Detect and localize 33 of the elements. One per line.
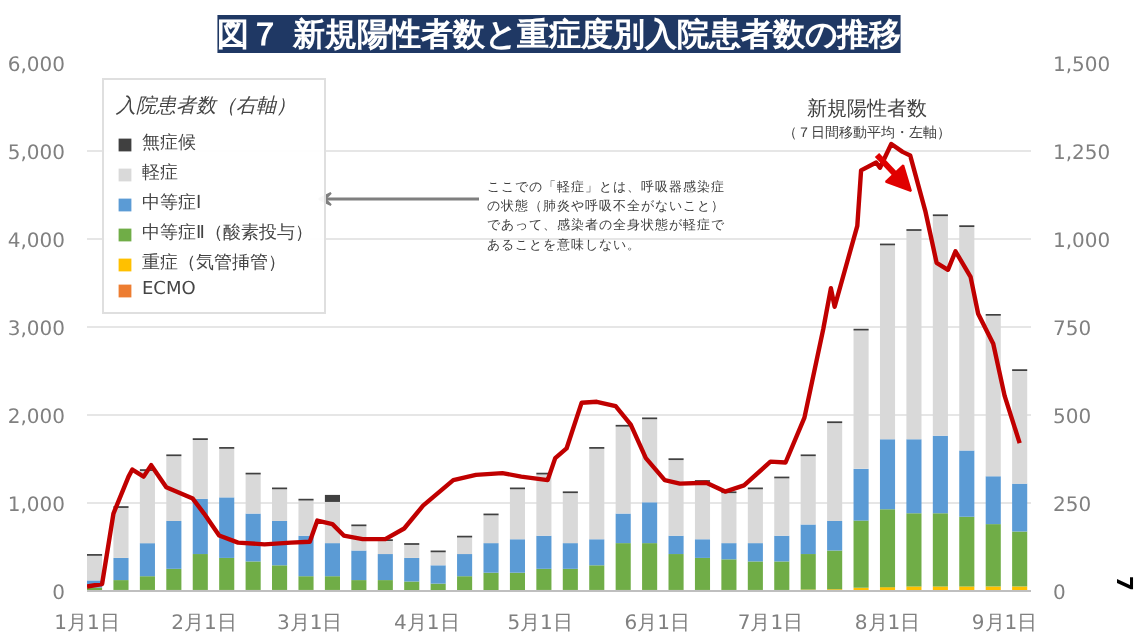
legend-label: ECMO [142, 280, 196, 300]
y2-tick-label: 1,000 [1053, 231, 1111, 253]
x-tick-label: 4月1日 [394, 613, 460, 635]
legend-title: 入院患者数（右軸） [116, 93, 298, 120]
legend-label: 無症候 [142, 131, 196, 156]
text: 7 [1111, 575, 1137, 591]
y-tick-label: 5,000 [7, 143, 66, 165]
x-tick-label: 5月1日 [507, 613, 573, 635]
legend-label: 中等症Ⅱ（酸素投与） [142, 221, 313, 246]
legend-label: 中等症Ⅰ [142, 191, 202, 216]
x-tick-label: 6月1日 [624, 613, 690, 635]
chart-title: 図７ 新規陽性者数と重症度別入院患者数の推移 [217, 15, 901, 53]
y2-tick-label: 500 [1053, 407, 1092, 429]
y-tick-label: 6,000 [7, 55, 66, 77]
x-tick-label: 1月1日 [54, 613, 120, 635]
y2-tick-label: 1,500 [1053, 55, 1111, 77]
y-tick-label: 2,000 [7, 407, 66, 429]
y2-tick-label: 1,250 [1053, 143, 1111, 165]
x-tick-label: 8月1日 [854, 613, 921, 635]
y-tick-label: 1,000 [7, 495, 66, 517]
x-tick-label: 9月1日 [971, 613, 1038, 635]
y2-tick-label: 750 [1053, 319, 1092, 341]
x-tick-label: 3月1日 [277, 613, 343, 635]
y2-tick-label: 250 [1053, 495, 1092, 517]
y2-tick-label: 0 [1053, 583, 1066, 605]
x-tick-label: 7月1日 [737, 613, 804, 635]
series-label: 新規陽性者数 [807, 97, 927, 121]
y-tick-label: 3,000 [7, 319, 66, 341]
legend-label: 重症（気管挿管） [142, 251, 286, 276]
x-tick-label: 2月1日 [171, 613, 237, 635]
y-tick-label: 0 [52, 583, 66, 605]
y-tick-label: 4,000 [7, 231, 66, 253]
legend-label: 軽症 [142, 161, 180, 186]
